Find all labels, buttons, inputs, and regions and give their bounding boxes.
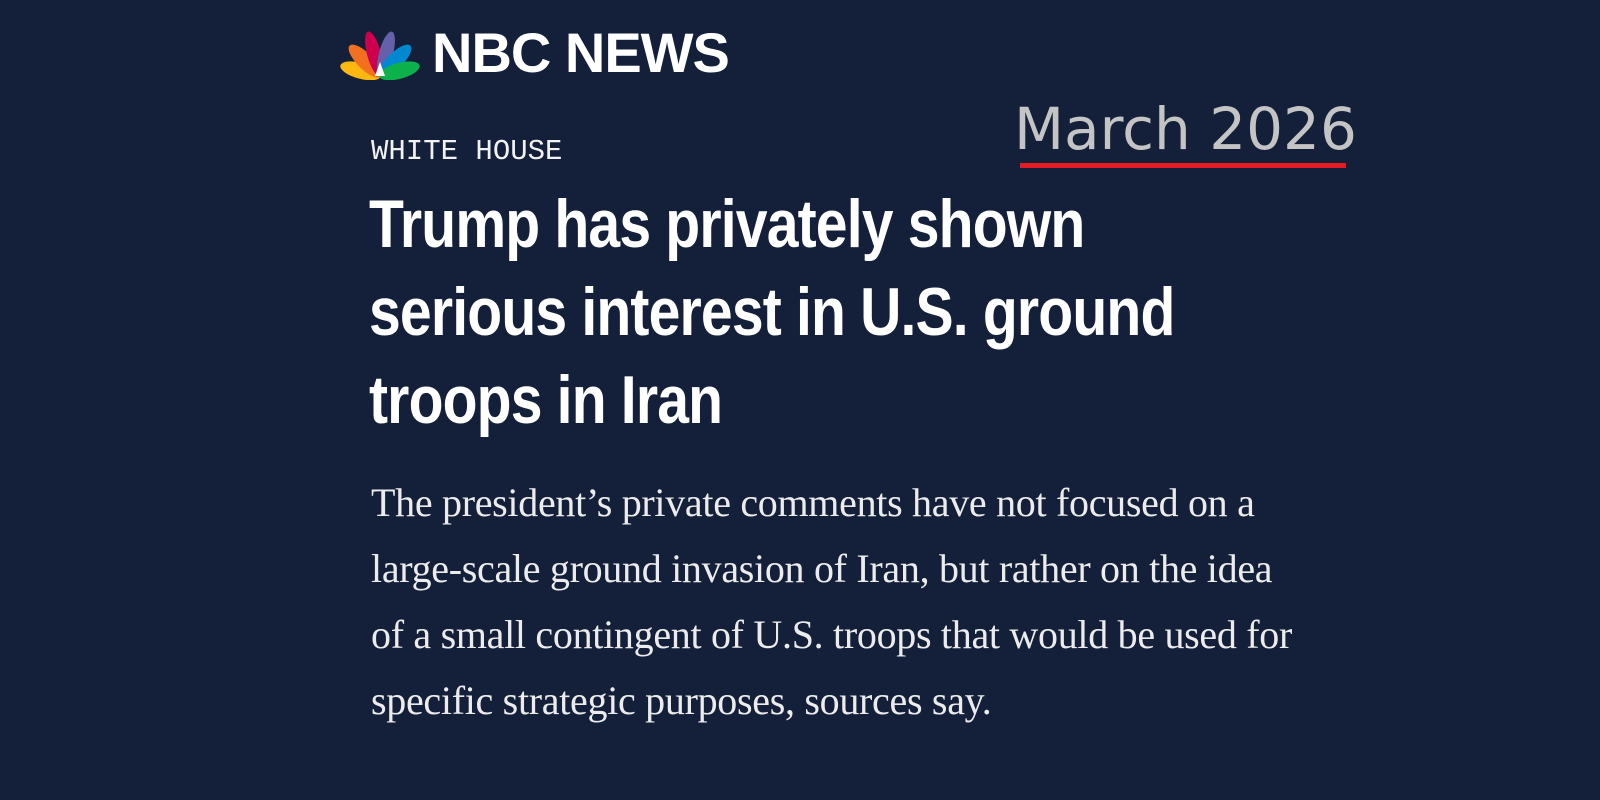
dek-line: large-scale ground invasion of Iran, but… — [371, 546, 1273, 591]
headline: Trump has privately shown serious interes… — [369, 180, 1328, 444]
headline-line: serious interest in U.S. ground — [369, 274, 1175, 350]
dek: The president’s private comments have no… — [371, 470, 1292, 734]
peacock-logo — [340, 31, 420, 80]
section-label[interactable]: WHITE HOUSE — [371, 135, 563, 168]
dek-line: of a small contingent of U.S. troops tha… — [371, 612, 1293, 657]
dek-line: The president’s private comments have no… — [371, 480, 1255, 525]
logo-text[interactable]: NBC NEWS — [432, 21, 730, 84]
annotation-underline — [1020, 163, 1346, 168]
headline-line: Trump has privately shown — [369, 186, 1085, 262]
dek-line: specific strategic purposes, sources say… — [371, 678, 992, 723]
date-annotation: March 2026 — [1014, 95, 1357, 163]
headline-line: troops in Iran — [369, 362, 723, 438]
